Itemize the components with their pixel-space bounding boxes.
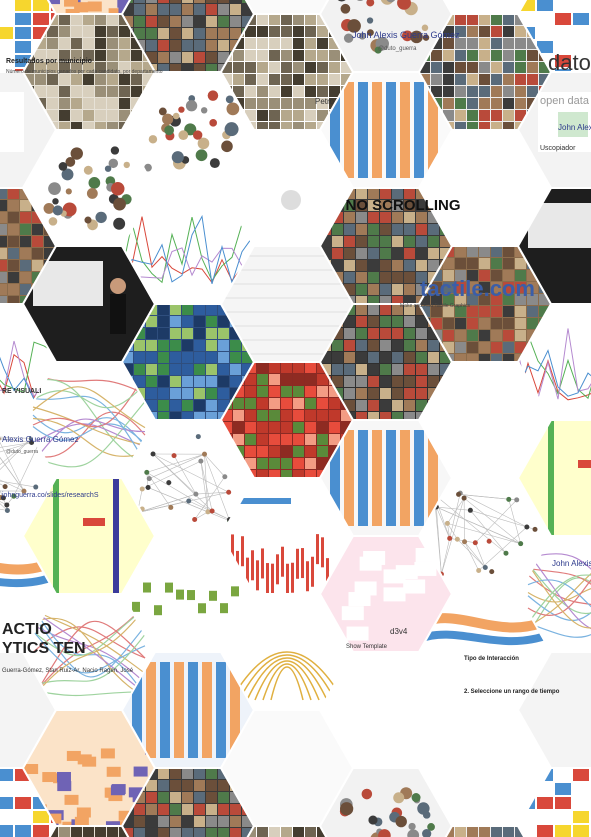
author-name-right: John Alexis bbox=[558, 123, 591, 132]
no-scrolling-label: NO SCROLLING bbox=[346, 197, 461, 214]
url-fragment: johnguerra.co/slides/researchS bbox=[1, 492, 99, 499]
colombia-subtitle: Número de municipios ganados por cada ca… bbox=[6, 69, 163, 75]
show-template-label: Show Template bbox=[346, 644, 388, 650]
survey-step: 2. Seleccione un rango de tiempo bbox=[464, 689, 560, 695]
analytics-title-1: ACTIO bbox=[2, 621, 52, 638]
datos-title: datos bbox=[548, 50, 591, 75]
hex-tile bbox=[221, 0, 353, 14]
author-alt-handle: @duto_guerra bbox=[6, 449, 38, 455]
hex-tile bbox=[419, 0, 551, 14]
d3-label: d3v4 bbox=[390, 627, 408, 636]
colombia-title: Resultados por municipio bbox=[6, 58, 92, 65]
author-name-lower: John Alexis bbox=[552, 559, 591, 568]
analytics-title-2: YTICS TEN bbox=[2, 640, 86, 657]
hex-outline bbox=[48, 825, 130, 837]
tactile-subtitle: Make and Find Tactile Graphics bbox=[400, 303, 470, 309]
author-name: John Alexis Guerra Gómez bbox=[352, 30, 460, 40]
hex-outline bbox=[444, 825, 526, 837]
open-data-label: open data bbox=[540, 95, 590, 107]
survey-title: Tipo de Interacción bbox=[464, 656, 519, 662]
uncopied-label: Uscopiador bbox=[540, 145, 576, 152]
author-alt: Alexis Guerra Gómez bbox=[2, 435, 78, 444]
tactile-title: tactile.com bbox=[420, 276, 535, 301]
hex-outline bbox=[516, 767, 591, 837]
petro-label: Petro bbox=[315, 97, 335, 106]
author-handle: @duto_guerra bbox=[378, 46, 417, 52]
hex-outline bbox=[246, 825, 328, 837]
vis-label: RE VISUALI bbox=[2, 388, 41, 395]
authors-list: Guerra-Gómez, Stan Ruiz-Ar, Nacio Ragen,… bbox=[2, 668, 134, 674]
